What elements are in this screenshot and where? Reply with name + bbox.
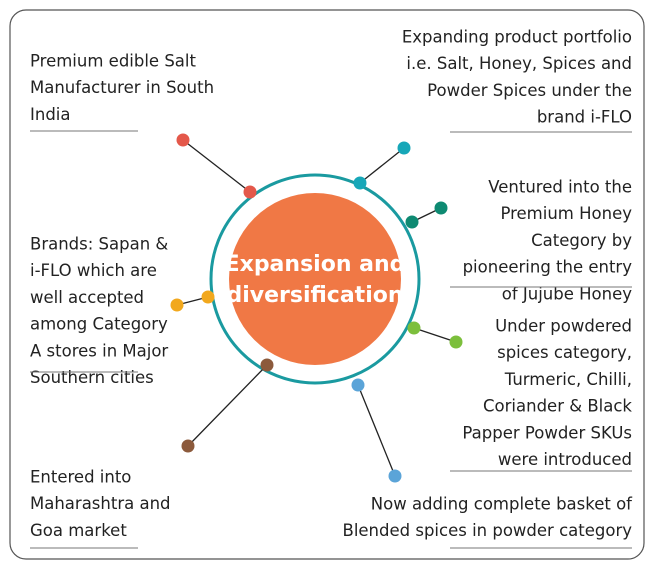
connector	[182, 139, 251, 193]
connector	[359, 147, 405, 184]
hub	[229, 193, 401, 365]
outer-dot	[176, 133, 190, 147]
node-text: i.e. Salt, Honey, Spices and	[406, 54, 632, 73]
node-text: Under powdered	[495, 317, 632, 336]
node-text: were introduced	[498, 450, 632, 469]
node-text: Southern cities	[30, 368, 154, 387]
node-text: among Category	[30, 315, 168, 334]
node-text: spices category,	[497, 343, 632, 362]
node-text: of Jujube Honey	[502, 284, 632, 303]
ring-dot	[260, 358, 274, 372]
node-text: Turmeric, Chilli,	[504, 370, 632, 389]
outer-dot	[388, 469, 402, 483]
node-text: Blended spices in powder category	[343, 521, 633, 540]
ring	[209, 173, 421, 385]
node-text: i-FLO which are	[30, 261, 157, 280]
node-text: Premium Honey	[500, 204, 632, 223]
node-text: well accepted	[30, 288, 144, 307]
hub-label: diversification	[226, 283, 403, 308]
connector	[187, 364, 268, 447]
node-text: Expanding product portfolio	[402, 28, 632, 47]
outer-dot	[170, 298, 184, 312]
node-text: Papper Powder SKUs	[462, 423, 632, 442]
ring-dot	[407, 321, 421, 335]
node-text: A stores in Major	[30, 341, 168, 360]
hub-label: Expansion and	[225, 252, 406, 277]
node-text: Brands: Sapan &	[30, 235, 168, 254]
outer-dot	[434, 201, 448, 215]
node-text: Premium edible Salt	[30, 52, 196, 71]
node-text: Ventured into the	[488, 178, 632, 197]
node-text: Goa market	[30, 521, 127, 540]
outer-dot	[181, 439, 195, 453]
node-text: Entered into	[30, 468, 131, 487]
ring-dot	[353, 176, 367, 190]
ring-dot	[243, 185, 257, 199]
ring-dot	[201, 290, 215, 304]
node-text: Category by	[531, 231, 632, 250]
node-text: Manufacturer in South	[30, 78, 214, 97]
node-text: Powder Spices under the	[427, 81, 632, 100]
node-text: Maharashtra and	[30, 494, 171, 513]
node-text: Now adding complete basket of	[371, 495, 633, 514]
node-text: brand i-FLO	[537, 108, 632, 127]
outer-dot	[449, 335, 463, 349]
outer-dot	[397, 141, 411, 155]
node-text: India	[30, 105, 71, 124]
node-text: pioneering the entry	[463, 258, 633, 277]
node-text: Coriander & Black	[483, 397, 632, 416]
ring-dot	[351, 378, 365, 392]
ring-dot	[405, 215, 419, 229]
connector	[413, 327, 457, 343]
connector	[357, 384, 396, 477]
